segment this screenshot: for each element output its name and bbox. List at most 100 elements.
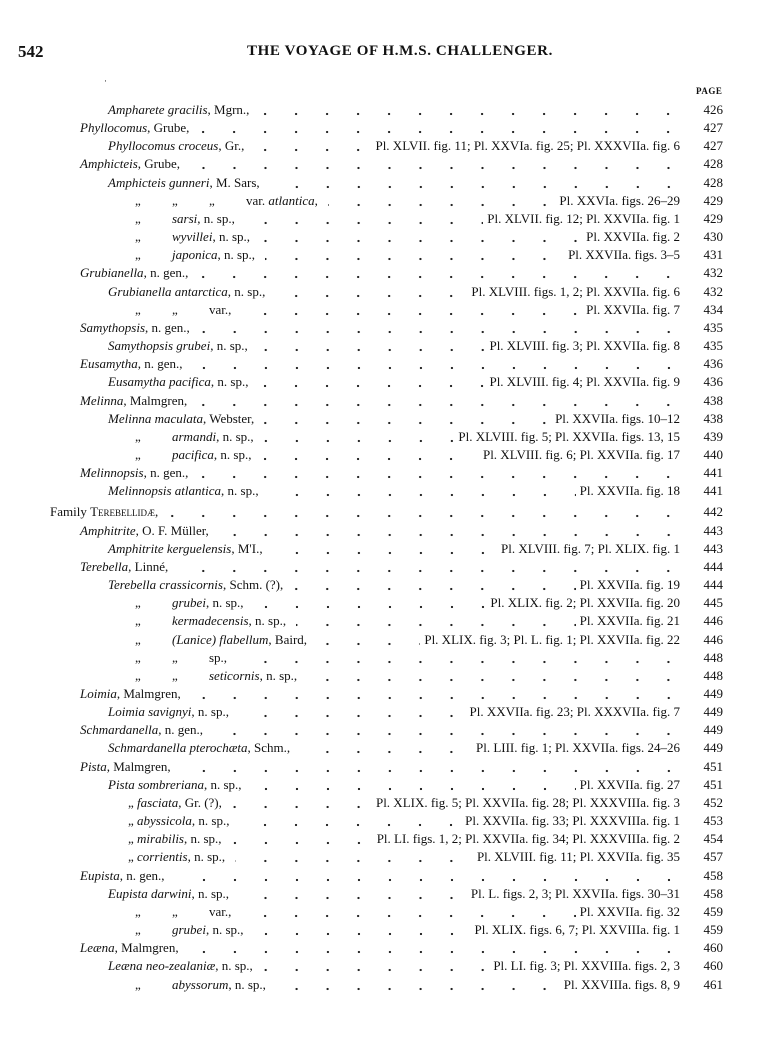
entry-page: 458 — [703, 867, 724, 883]
name-segment: Loimia — [80, 686, 117, 701]
plate-reference: Pl. XLIX. figs. 6, 7; Pl. XXVIIIa. fig. … — [470, 921, 680, 940]
name-segment: , Grube, — [147, 120, 190, 136]
page-number: 542 — [18, 42, 44, 61]
dot-leader — [180, 757, 684, 776]
name-segment: Amphicteis gunneri — [108, 174, 210, 190]
entry-name: Grubianella antarctica, n. sp., — [108, 283, 265, 301]
dot-leader — [269, 173, 684, 192]
dot-leader — [192, 355, 684, 374]
dot-leader — [198, 464, 684, 483]
entry-name: „ „ var., — [135, 903, 231, 921]
entry-page: 459 — [703, 903, 724, 919]
dot-leader — [188, 939, 684, 958]
entry-page: 432 — [703, 265, 724, 281]
index-entry: Pista, Malmgren, 451 — [0, 757, 776, 776]
name-segment: , n. gen., — [137, 356, 183, 372]
name-segment: , n. gen., — [119, 867, 165, 883]
index-entry: Melinnopsis atlantica, n. sp., Pl. XXVIIa… — [0, 482, 776, 501]
entry-page: 449 — [703, 686, 724, 701]
plate-reference: Pl. XLVIII. fig. 3; Pl. XXVIIa. fig. 8 — [485, 337, 680, 356]
ditto-mark: „ — [135, 210, 141, 226]
name-segment: , Schm., — [247, 740, 291, 756]
ditto-mark: „ — [135, 922, 141, 938]
name-segment: grubei — [172, 922, 206, 938]
plate-reference: Pl. LI. figs. 1, 2; Pl. XXVIIa. fig. 34;… — [372, 830, 680, 849]
name-segment: Terebellidæ, — [90, 504, 159, 520]
name-segment: , n. sp., — [221, 483, 259, 499]
entry-page: 449 — [703, 740, 724, 756]
dot-leader — [198, 264, 684, 283]
dot-leader — [197, 391, 684, 410]
name-segment: , Grube, — [137, 156, 181, 172]
name-segment: Amphicteis — [80, 156, 138, 172]
plate-reference: Pl. XLVII. fig. 11; Pl. XXVIa. fig. 25; … — [371, 137, 680, 156]
entry-name: „ „ var., — [135, 301, 231, 319]
index-entry: Leæna, Malmgren, 460 — [0, 939, 776, 958]
entry-page: 446 — [703, 631, 724, 647]
name-segment: „ — [128, 794, 138, 810]
entry-page: 461 — [703, 976, 724, 992]
running-title: THE VOYAGE OF H.M.S. CHALLENGER. — [247, 43, 553, 59]
name-segment: pacifica — [172, 446, 214, 462]
entry-name: „ mirabilis, n. sp., — [128, 830, 222, 848]
name-segment: Amphitrite — [80, 522, 136, 538]
entry-page: 428 — [703, 156, 724, 172]
plate-reference: Pl. XLVIII. fig. 4; Pl. XXVIIa. fig. 9 — [485, 373, 680, 392]
name-segment: , n. sp., — [213, 446, 252, 462]
entry-page: 448 — [703, 667, 724, 683]
entry-name: Eusamytha, n. gen., — [80, 355, 183, 373]
name-segment: , n. sp., — [248, 613, 287, 629]
entry-name: „ japonica, n. sp., — [135, 246, 255, 264]
ditto-mark: „ — [172, 649, 178, 665]
name-segment: Phyllocomus — [80, 120, 148, 136]
name-segment: sarsi — [172, 210, 198, 226]
name-segment: , Mgrn., — [207, 102, 250, 117]
ditto-mark: „ — [172, 301, 178, 317]
plate-reference: Pl. XXVIIIa. figs. 8, 9 — [559, 975, 680, 994]
entry-page: 446 — [703, 613, 724, 629]
name-segment: , n. gen., — [145, 319, 190, 335]
dot-leader — [218, 521, 684, 540]
name-segment: corrientis — [137, 849, 188, 865]
entry-page: 459 — [703, 922, 724, 938]
name-segment: Terebella crassicornis — [108, 577, 223, 593]
dot-leader — [241, 300, 684, 319]
entry-name: Pista sombreriana, n. sp., — [108, 776, 242, 794]
dot-leader — [199, 318, 684, 337]
entry-name: „ „ seticornis, n. sp., — [135, 667, 297, 685]
index-entry: Phyllocomus croceus, Gr., Pl. XLVII. fig.… — [0, 137, 776, 156]
plate-reference: Pl. XXVIIa. fig. 23; Pl. XXXVIIa. fig. 7 — [465, 703, 680, 722]
entry-name: Schmardanella, n. gen., — [80, 721, 203, 739]
index-entry: Loimia, Malmgren, 449 — [0, 685, 776, 703]
entry-name: Schmardanella pterochæta, Schm., — [108, 739, 290, 757]
entry-page: 435 — [703, 338, 724, 354]
name-segment: var., — [209, 903, 232, 919]
name-segment: , n. sp., — [205, 595, 244, 611]
dot-leader — [237, 648, 684, 667]
dot-leader — [178, 557, 684, 576]
name-segment: Pista sombreriana — [108, 776, 204, 792]
ditto-mark: „ — [209, 192, 215, 208]
entry-page: 434 — [703, 301, 724, 317]
entry-page: 454 — [703, 831, 724, 847]
index-entry: Melinna maculata, Webster, Pl. XXVIIa. fi… — [0, 409, 776, 428]
index-entry: Melinnopsis, n. gen., 441 — [0, 464, 776, 483]
entry-page: 453 — [703, 813, 724, 829]
ditto-mark: „ — [135, 192, 141, 208]
name-segment: , n. sp., — [191, 813, 230, 829]
plate-reference: Pl. XLIX. fig. 5; Pl. XXVIIa. fig. 28; P… — [371, 793, 680, 812]
entry-name: „ „ sp., — [135, 649, 227, 667]
index-entry: Eupista, n. gen., 458 — [0, 866, 776, 885]
entry-name: „ sarsi, n. sp., — [135, 210, 235, 228]
entry-page: 449 — [703, 722, 724, 738]
name-segment: , n. sp., — [215, 958, 253, 974]
plate-reference: Pl. XXVIIa. fig. 32 — [575, 902, 680, 921]
plate-reference: Pl. XLVIII. figs. 1, 2; Pl. XXVIIa. fig.… — [467, 282, 680, 301]
ditto-mark: „ — [172, 192, 178, 208]
entry-page: 445 — [703, 595, 724, 611]
entry-name: Pista, Malmgren, — [80, 758, 171, 776]
name-segment: , n. gen., — [143, 465, 189, 481]
name-segment: mirabilis — [137, 831, 184, 847]
index-entry: „ wyvillei, n. sp., Pl. XXVIIa. fig. 2 430 — [0, 228, 776, 247]
entry-page: 439 — [703, 428, 724, 444]
